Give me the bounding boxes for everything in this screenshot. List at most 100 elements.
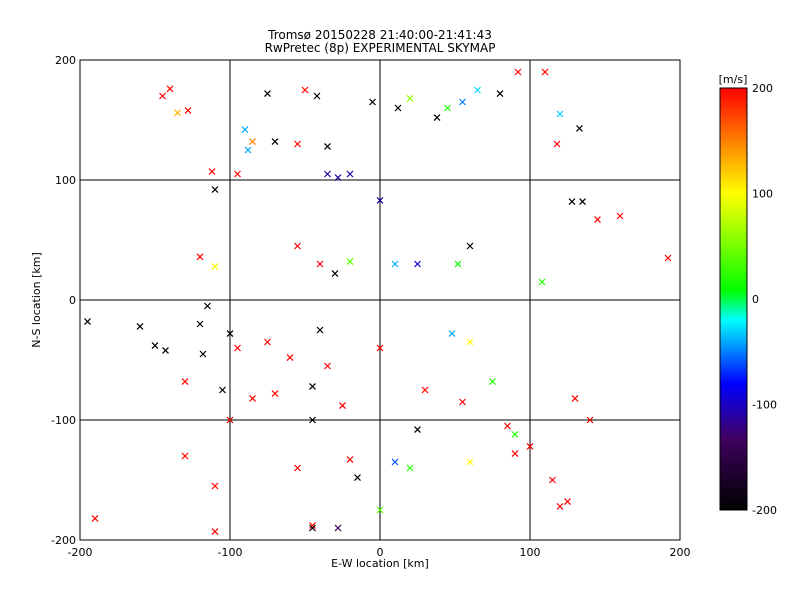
data-point-x (541, 68, 549, 76)
data-point-x (568, 198, 576, 206)
data-point-x (414, 426, 421, 434)
data-point-x (421, 386, 429, 394)
data-point-x (199, 350, 207, 358)
data-point-x (538, 278, 546, 286)
data-point-x (459, 398, 466, 406)
data-point-x (391, 458, 399, 466)
colorbar-tick-labels: 200 100 0 -100 -200 (752, 82, 777, 517)
data-point-x (234, 344, 241, 352)
data-point-x (162, 346, 169, 354)
data-point-x (414, 260, 421, 268)
x-axis-label: E-W location [km] (331, 557, 429, 570)
data-point-x (313, 92, 321, 100)
y-axis-label: N-S location [km] (30, 252, 43, 348)
data-point-x (324, 362, 331, 370)
chart-subtitle: RwPretec (8p) EXPERIMENTAL SKYMAP (265, 41, 496, 55)
data-point-x (244, 146, 252, 154)
data-point-x (151, 342, 159, 350)
data-point-x (489, 378, 496, 386)
data-point-x (406, 464, 414, 472)
data-point-x (448, 330, 456, 338)
data-point-x (616, 212, 624, 220)
data-point-x (271, 138, 279, 146)
data-point-x (219, 386, 226, 394)
colorbar-tick-label: -200 (752, 504, 777, 517)
data-point-x (334, 524, 342, 532)
data-point-x (309, 382, 316, 390)
data-point-x (196, 320, 204, 328)
data-point-x (346, 258, 354, 266)
data-point-x (406, 94, 414, 102)
data-point-x (496, 90, 504, 98)
data-point-x (181, 378, 189, 386)
data-point-x (211, 262, 219, 270)
colorbar-tick-label: 0 (752, 293, 759, 306)
data-point-x (166, 85, 174, 93)
data-point-x (346, 170, 354, 178)
data-point-x (136, 322, 144, 330)
data-point-x (594, 216, 601, 224)
data-point-x (91, 514, 99, 522)
x-tick-label: -200 (68, 546, 93, 559)
data-point-x (264, 90, 271, 98)
data-point-x (504, 422, 511, 430)
data-point-x (181, 452, 189, 460)
data-point-x (526, 442, 534, 450)
data-point-x (376, 344, 384, 352)
data-points (84, 68, 672, 536)
data-point-x (184, 106, 192, 114)
data-point-x (586, 416, 594, 424)
data-point-x (211, 482, 219, 490)
data-point-x (286, 354, 294, 362)
data-point-x (294, 140, 301, 148)
data-point-x (316, 326, 324, 334)
data-point-x (474, 86, 481, 94)
data-point-x (579, 198, 586, 206)
y-tick-label: -100 (51, 414, 76, 427)
x-tick-labels: -200 -100 0 100 200 (68, 546, 691, 559)
data-point-x (466, 458, 474, 466)
data-point-x (226, 416, 234, 424)
y-tick-labels: -200 -100 0 100 200 (51, 54, 76, 547)
data-point-x (433, 114, 441, 122)
data-point-x (576, 124, 583, 132)
colorbar-tick-label: 200 (752, 82, 773, 95)
data-point-x (466, 242, 474, 250)
data-point-x (226, 330, 234, 338)
data-point-x (664, 254, 672, 262)
colorbar-label: [m/s] (719, 73, 748, 86)
data-point-x (264, 338, 271, 346)
y-tick-label: 0 (69, 294, 76, 307)
data-point-x (571, 394, 579, 402)
data-point-x (394, 104, 402, 112)
data-point-x (249, 138, 256, 146)
data-point-x (316, 260, 324, 268)
data-point-x (331, 270, 339, 278)
data-point-x (196, 253, 204, 261)
x-tick-label: 100 (520, 546, 541, 559)
data-point-x (549, 476, 556, 484)
chart-title: Tromsø 20150228 21:40:00-21:41:43 (267, 28, 492, 42)
grid-lines (80, 60, 680, 540)
data-point-x (294, 464, 301, 472)
y-tick-label: 200 (55, 54, 76, 67)
data-point-x (354, 474, 361, 482)
data-point-x (553, 140, 561, 148)
data-point-x (211, 186, 219, 194)
data-point-x (556, 110, 564, 118)
data-point-x (324, 142, 331, 150)
colorbar (719, 87, 748, 511)
data-point-x (234, 170, 241, 178)
data-point-x (309, 522, 316, 530)
data-point-x (301, 86, 309, 94)
data-point-x (376, 506, 384, 514)
data-point-x (204, 302, 211, 310)
data-point-x (334, 174, 342, 182)
data-point-x (376, 196, 384, 204)
data-point-x (391, 260, 399, 268)
data-point-x (459, 98, 466, 106)
data-point-x (346, 456, 354, 464)
data-point-x (309, 416, 316, 424)
data-point-x (208, 168, 216, 176)
